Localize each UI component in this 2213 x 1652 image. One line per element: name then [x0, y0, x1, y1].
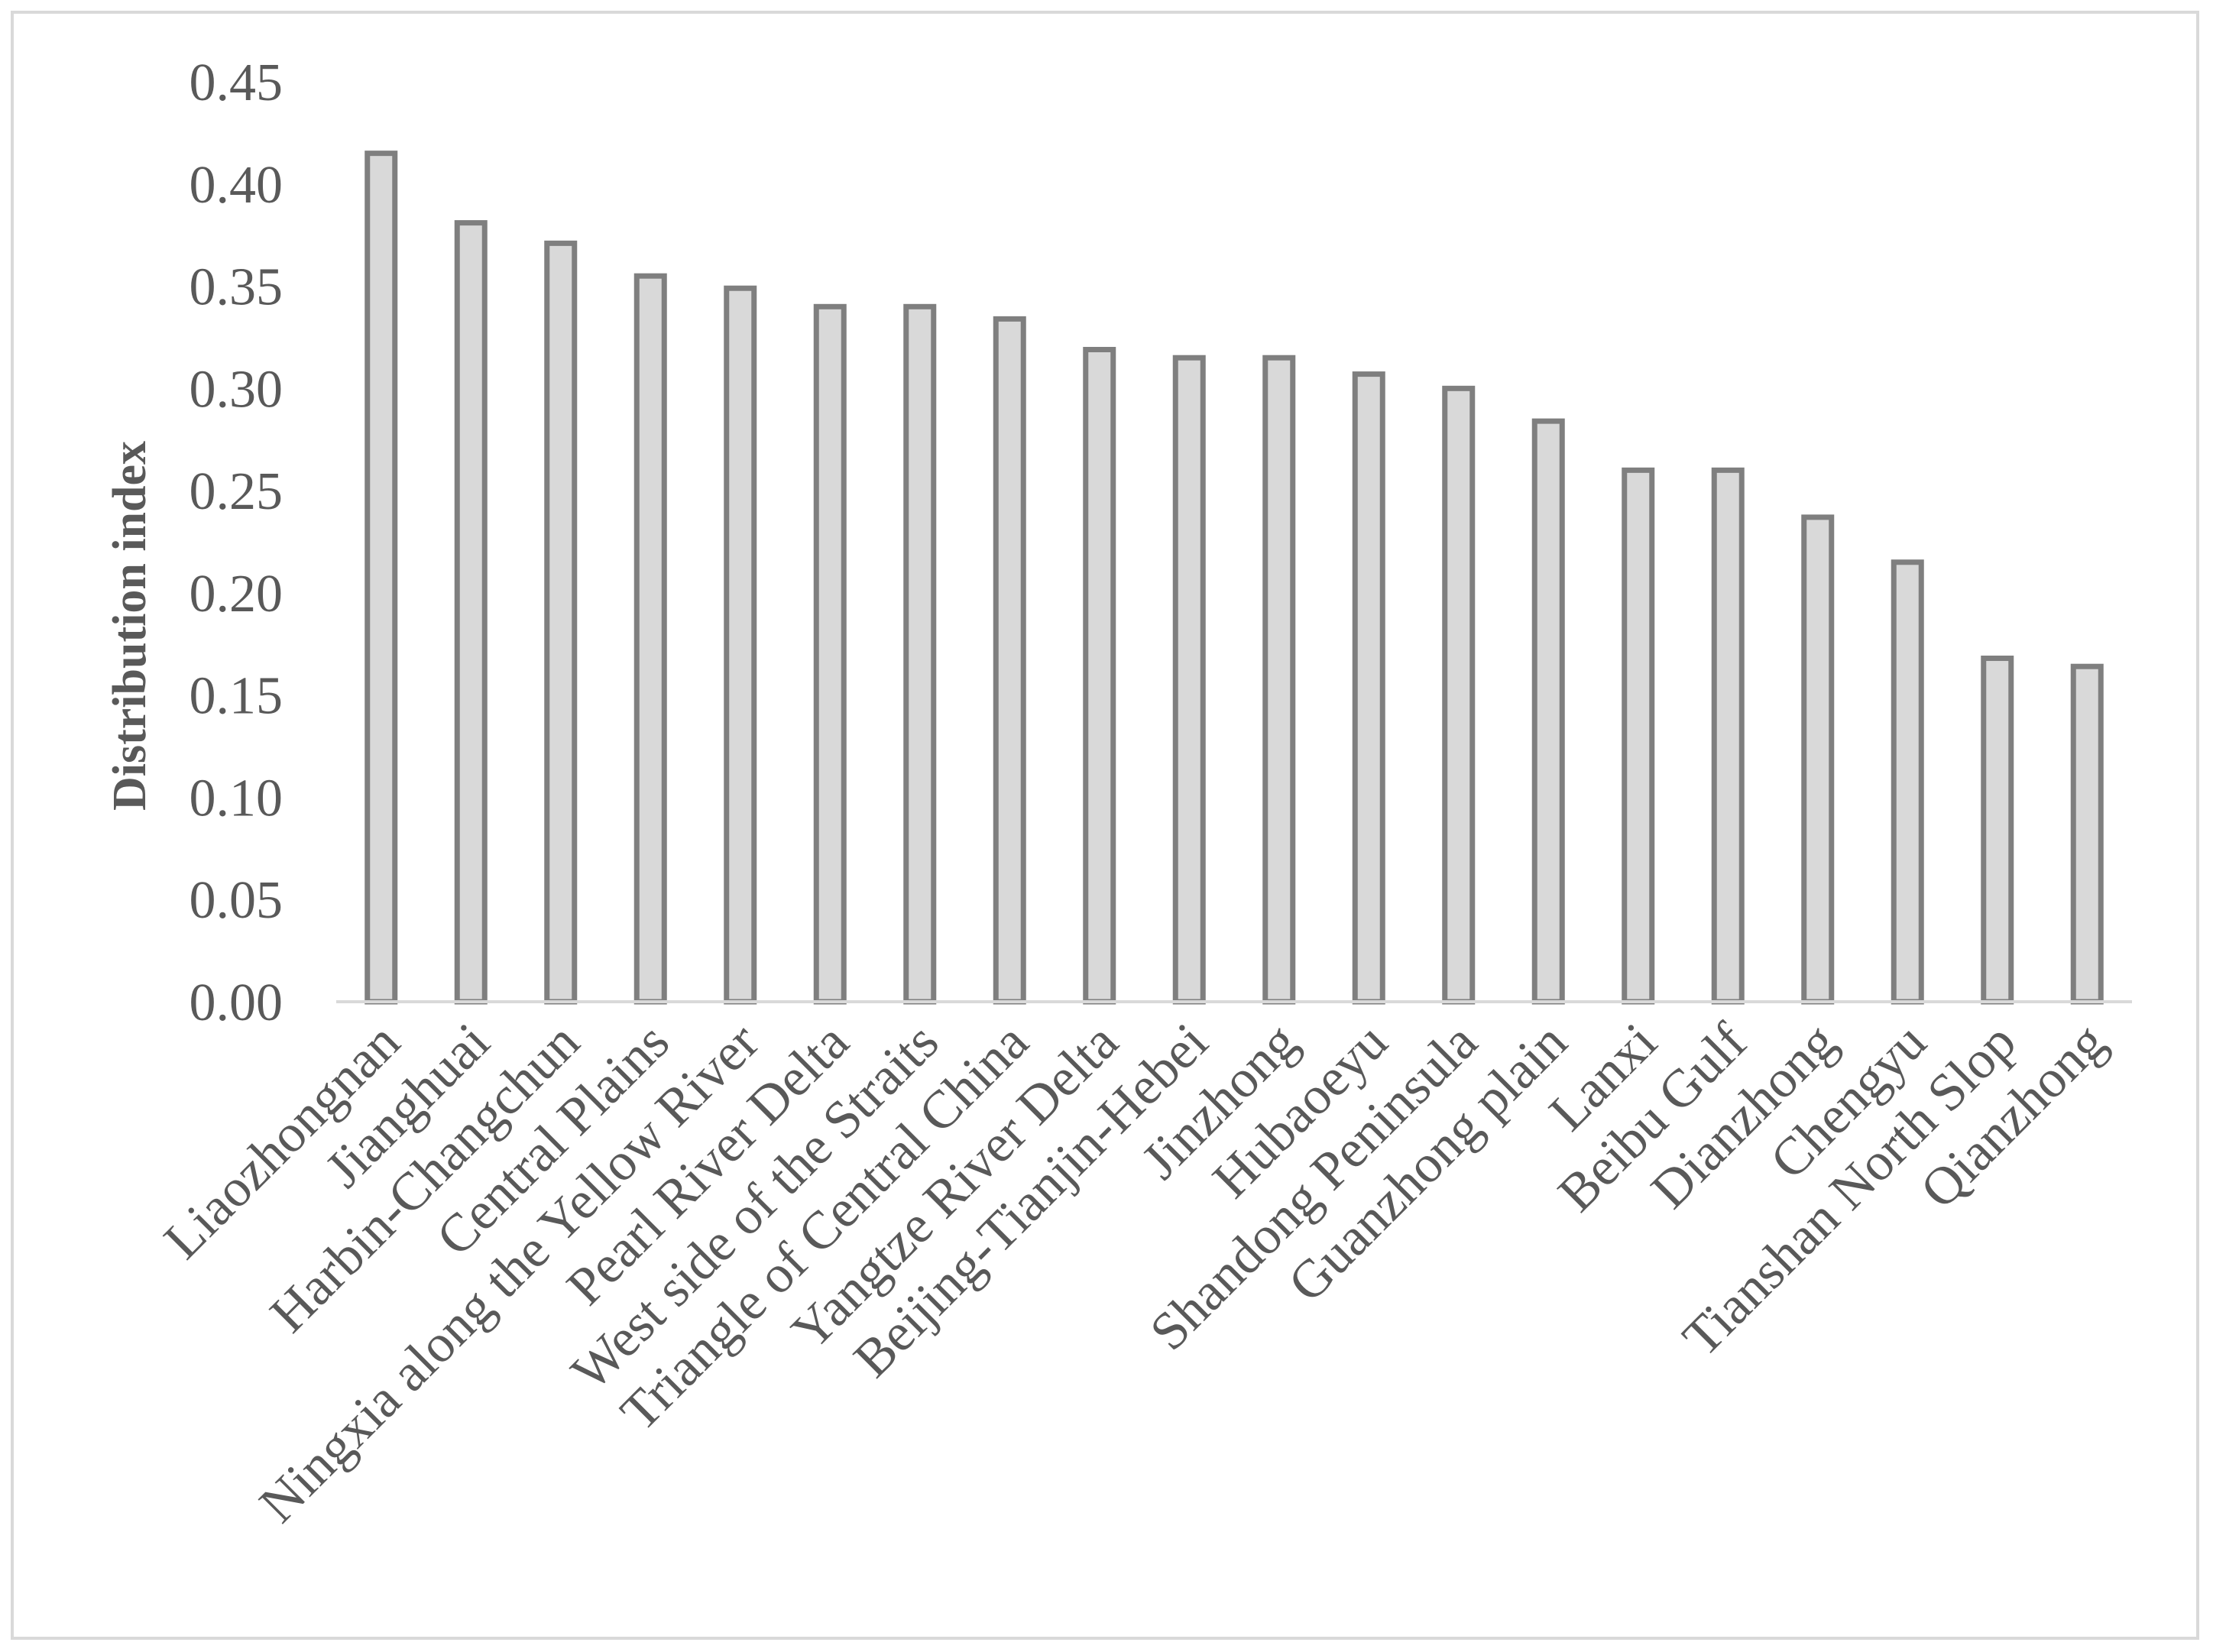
bar	[1801, 514, 1835, 1005]
y-axis-ticks: 0.00 0.05 0.10 0.15 0.20 0.25 0.30 0.35 0.40 0.45	[190, 53, 284, 1032]
bar	[813, 303, 847, 1005]
bar	[1531, 418, 1565, 1005]
bar	[1711, 467, 1745, 1005]
y-tick-label: 0.45	[190, 53, 284, 112]
bar	[1352, 371, 1385, 1005]
y-tick-label: 0.10	[190, 769, 284, 828]
bar	[993, 316, 1026, 1005]
y-tick-label: 0.25	[190, 462, 284, 521]
bar	[724, 285, 757, 1005]
bar	[544, 240, 578, 1005]
bar	[633, 273, 667, 1005]
y-axis-title: Distribution index	[104, 441, 156, 811]
bars	[365, 151, 2104, 1005]
bar	[1442, 385, 1476, 1005]
bar	[1262, 355, 1296, 1005]
y-tick-label: 0.05	[190, 871, 284, 930]
bar	[1622, 467, 1655, 1005]
bar	[365, 151, 398, 1005]
bar	[1891, 559, 1924, 1005]
x-axis-category-labels: LiaozhongnanJianghuaiHarbin-ChangchunCen…	[153, 1012, 2117, 1534]
y-tick-label: 0.15	[190, 667, 284, 726]
y-tick-label: 0.40	[190, 156, 284, 215]
bar	[1083, 346, 1116, 1005]
bar	[454, 220, 488, 1005]
bar	[1172, 355, 1206, 1005]
bar	[903, 303, 937, 1005]
y-tick-label: 0.30	[190, 360, 284, 419]
y-tick-label: 0.00	[190, 973, 284, 1032]
y-tick-label: 0.35	[190, 258, 284, 317]
bar	[2070, 663, 2104, 1005]
y-tick-label: 0.20	[190, 565, 284, 624]
bar	[1981, 656, 2014, 1005]
